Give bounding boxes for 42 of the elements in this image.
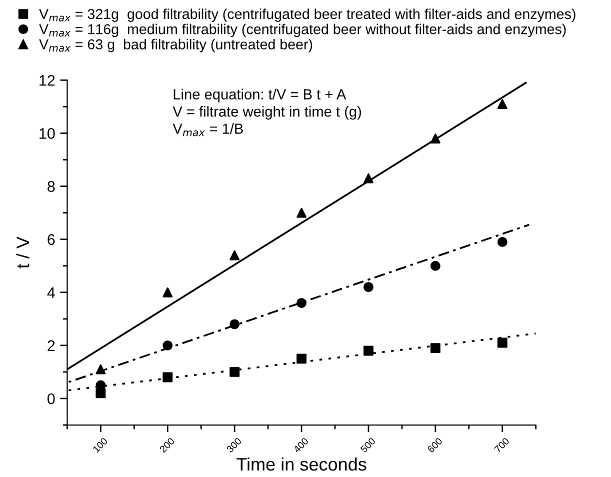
- point: [162, 372, 173, 382]
- annotation: V = filtrate weight in time t (g): [172, 106, 361, 120]
- point: [364, 346, 374, 356]
- point: [230, 319, 240, 330]
- y-tick-label: 4: [47, 287, 55, 298]
- y-tick-label: 0: [48, 393, 55, 404]
- point: [296, 354, 307, 364]
- point: [230, 366, 240, 377]
- legend-label: V$_{max}$ = 116g medium filtrability (centrifugated beer without filter-aids and enzymes): [39, 24, 566, 38]
- y-tick-label: 10: [40, 128, 55, 139]
- x-tick-label: 400: [292, 437, 309, 454]
- x-tick-label: 300: [226, 437, 242, 454]
- point: [497, 99, 508, 109]
- point: [364, 282, 374, 292]
- x-tick-label: 600: [427, 437, 443, 453]
- point: [364, 173, 374, 184]
- x-tick-label: 100: [92, 437, 108, 453]
- y-tick-label: 6: [48, 234, 55, 245]
- annotation: V$_{max}$ = 1/B: [172, 123, 243, 136]
- point: [96, 388, 106, 398]
- point: [96, 364, 106, 374]
- point: [430, 260, 440, 271]
- legend-label: V$_{max}$ = 63 g bad filtrability (untreated beer): [39, 38, 312, 52]
- legend-label: V$_{max}$ = 321g good filtrability (centrifugated beer treated with filter-aids and enzymes): [39, 8, 576, 22]
- x-tick-label: 700: [494, 437, 510, 453]
- annotation: Line equation: t/V = B t + A: [174, 88, 346, 102]
- point: [497, 236, 508, 247]
- point: [230, 250, 240, 260]
- point: [497, 338, 508, 348]
- point: [430, 343, 440, 354]
- point: [430, 134, 440, 144]
- point: [296, 208, 307, 218]
- x-tick-label: 500: [360, 437, 376, 454]
- y-axis-title: t / V: [16, 236, 30, 268]
- x-tick-label: 200: [159, 437, 175, 453]
- y-tick-label: 2: [48, 340, 55, 351]
- x-axis-title: Time in seconds: [236, 457, 366, 471]
- point: [162, 340, 173, 350]
- y-tick-label: 8: [48, 181, 55, 192]
- point: [296, 298, 307, 308]
- y-tick-label: 12: [40, 75, 55, 86]
- point: [162, 287, 173, 298]
